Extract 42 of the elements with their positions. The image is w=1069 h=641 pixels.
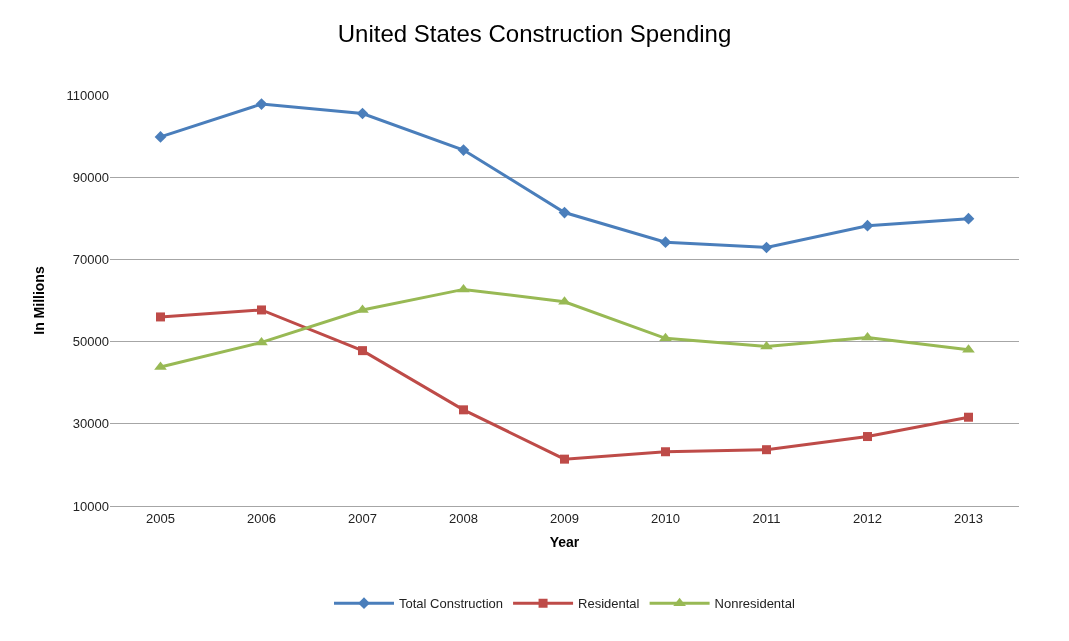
point (255, 336, 268, 346)
point (156, 312, 165, 322)
legend-label: Total Construction (399, 596, 504, 612)
x-axis-title: Year (549, 533, 580, 550)
point (560, 454, 569, 464)
point (760, 241, 773, 254)
chart-title: United States Construction Spending (337, 20, 732, 48)
point (661, 447, 670, 457)
y-axis-title: In Millions (31, 266, 48, 335)
x-tick-label: 2006 (247, 510, 276, 526)
point (962, 212, 975, 225)
legend-label: Nonresidental (714, 596, 795, 612)
point (457, 283, 470, 293)
point (358, 346, 367, 356)
point (558, 206, 571, 219)
x-tick-label: 2007 (348, 510, 377, 526)
x-tick-label: 2005 (146, 510, 175, 526)
point (459, 405, 468, 415)
legend-label: Residental (578, 596, 640, 612)
y-tick-label: 90000 (72, 169, 109, 185)
y-tick-label: 10000 (72, 498, 109, 514)
y-tick-label: 110000 (66, 87, 109, 103)
point (762, 445, 771, 455)
y-tick-label: 50000 (72, 334, 109, 350)
point (255, 98, 268, 110)
point (861, 331, 874, 341)
x-tick-label: 2011 (752, 510, 781, 526)
x-tick-label: 2013 (954, 510, 983, 526)
x-tick-label: 2012 (853, 510, 882, 526)
point (356, 107, 369, 120)
x-tick-label: 2010 (651, 510, 680, 526)
point (257, 305, 266, 315)
point (964, 412, 973, 422)
point (861, 219, 874, 232)
y-tick-label: 70000 (72, 251, 109, 267)
point (659, 332, 672, 342)
point (457, 144, 470, 156)
x-tick-label: 2008 (449, 510, 478, 526)
point (863, 432, 872, 442)
y-tick-label: 30000 (72, 416, 109, 432)
x-tick-label: 2009 (550, 510, 579, 526)
point (154, 131, 167, 143)
